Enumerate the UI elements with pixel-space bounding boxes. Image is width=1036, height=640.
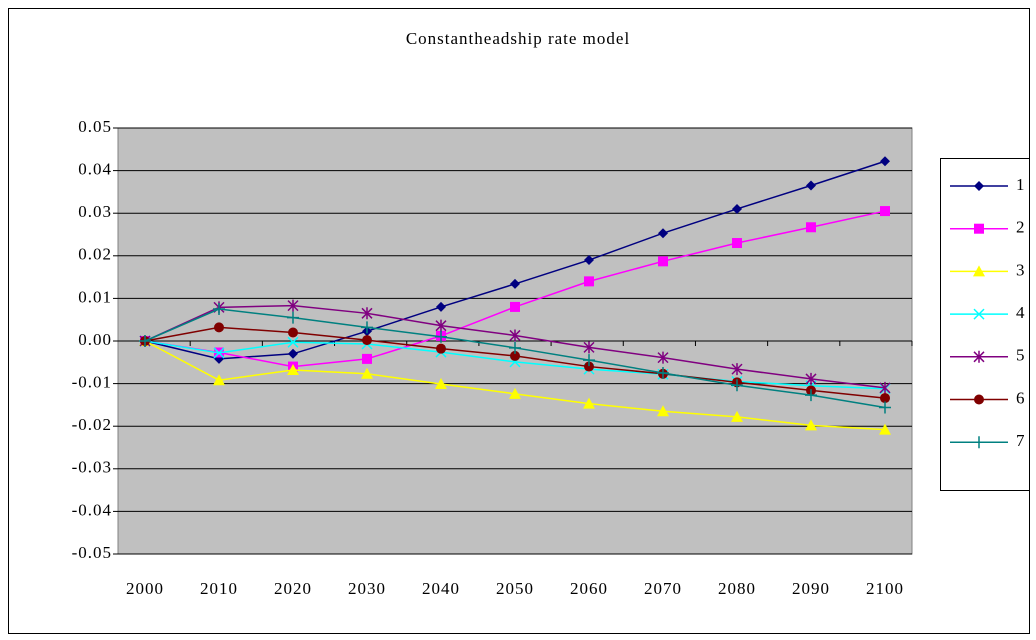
x-tick-label: 2090 bbox=[792, 579, 830, 598]
y-tick-label: 0.00 bbox=[78, 330, 112, 349]
marker bbox=[362, 335, 372, 346]
marker bbox=[509, 341, 521, 354]
marker bbox=[435, 319, 447, 332]
marker bbox=[287, 311, 299, 324]
y-tick-label: -0.01 bbox=[72, 373, 112, 392]
marker bbox=[879, 401, 891, 414]
legend-label: 1 bbox=[1016, 175, 1026, 194]
marker bbox=[879, 381, 891, 394]
legend-label: 5 bbox=[1016, 346, 1026, 365]
marker bbox=[436, 343, 446, 354]
marker bbox=[974, 181, 984, 191]
x-tick-label: 2000 bbox=[126, 579, 164, 598]
marker bbox=[805, 419, 817, 431]
marker bbox=[361, 307, 373, 320]
marker bbox=[584, 276, 594, 287]
marker bbox=[806, 222, 816, 233]
x-tick-label: 2040 bbox=[422, 579, 460, 598]
legend-label: 4 bbox=[1016, 303, 1026, 322]
marker bbox=[287, 363, 299, 375]
marker bbox=[361, 367, 373, 379]
marker bbox=[435, 330, 447, 343]
marker bbox=[435, 378, 447, 390]
x-tick-label: 2010 bbox=[200, 579, 238, 598]
x-tick-label: 2100 bbox=[866, 579, 904, 598]
y-tick-label: -0.03 bbox=[72, 458, 112, 477]
y-tick-label: 0.04 bbox=[78, 160, 112, 179]
marker bbox=[657, 366, 669, 379]
marker bbox=[139, 335, 151, 347]
marker bbox=[584, 361, 594, 372]
marker bbox=[658, 256, 668, 267]
marker bbox=[510, 350, 520, 361]
marker bbox=[657, 351, 669, 364]
marker bbox=[362, 353, 372, 364]
marker bbox=[974, 223, 984, 234]
marker bbox=[657, 405, 669, 417]
marker bbox=[973, 308, 985, 320]
marker bbox=[805, 389, 817, 402]
legend-label: 7 bbox=[1016, 431, 1026, 450]
marker bbox=[583, 341, 595, 354]
x-tick-label: 2080 bbox=[718, 579, 756, 598]
marker bbox=[510, 301, 520, 312]
marker bbox=[583, 354, 595, 367]
x-tick-label: 2060 bbox=[570, 579, 608, 598]
marker bbox=[731, 363, 743, 376]
marker bbox=[805, 372, 817, 385]
marker bbox=[584, 255, 594, 266]
marker bbox=[213, 303, 225, 316]
marker bbox=[973, 436, 985, 449]
marker bbox=[732, 238, 742, 249]
marker bbox=[806, 180, 816, 191]
marker bbox=[880, 393, 890, 404]
x-tick-label: 2050 bbox=[496, 579, 534, 598]
marker bbox=[288, 327, 298, 338]
marker bbox=[973, 350, 985, 363]
marker bbox=[583, 397, 595, 409]
marker bbox=[879, 423, 891, 435]
marker bbox=[213, 374, 225, 386]
marker bbox=[436, 301, 446, 312]
marker bbox=[973, 265, 985, 277]
x-tick-label: 2030 bbox=[348, 579, 386, 598]
marker bbox=[361, 321, 373, 334]
marker bbox=[658, 228, 668, 239]
marker bbox=[880, 156, 890, 167]
marker bbox=[880, 206, 890, 217]
marker bbox=[287, 336, 299, 348]
y-tick-label: -0.02 bbox=[72, 415, 112, 434]
legend-label: 2 bbox=[1016, 218, 1026, 237]
legend bbox=[940, 158, 1030, 491]
y-tick-label: -0.05 bbox=[72, 543, 112, 562]
x-tick-label: 2070 bbox=[644, 579, 682, 598]
legend-label: 3 bbox=[1016, 260, 1026, 279]
marker bbox=[731, 410, 743, 422]
y-tick-label: 0.05 bbox=[78, 117, 112, 136]
marker bbox=[288, 348, 298, 359]
marker bbox=[287, 299, 299, 312]
marker bbox=[509, 387, 521, 399]
marker bbox=[213, 347, 225, 359]
marker bbox=[732, 203, 742, 214]
chart-title: Constantheadship rate model bbox=[406, 29, 630, 48]
marker bbox=[509, 329, 521, 342]
x-tick-label: 2020 bbox=[274, 579, 312, 598]
y-tick-label: 0.03 bbox=[78, 202, 112, 221]
y-tick-label: 0.02 bbox=[78, 245, 112, 264]
marker bbox=[731, 379, 743, 392]
marker bbox=[510, 278, 520, 289]
marker bbox=[214, 322, 224, 333]
marker bbox=[974, 394, 984, 405]
y-tick-label: 0.01 bbox=[78, 287, 112, 306]
y-tick-label: -0.04 bbox=[72, 500, 112, 519]
legend-label: 6 bbox=[1016, 388, 1026, 407]
